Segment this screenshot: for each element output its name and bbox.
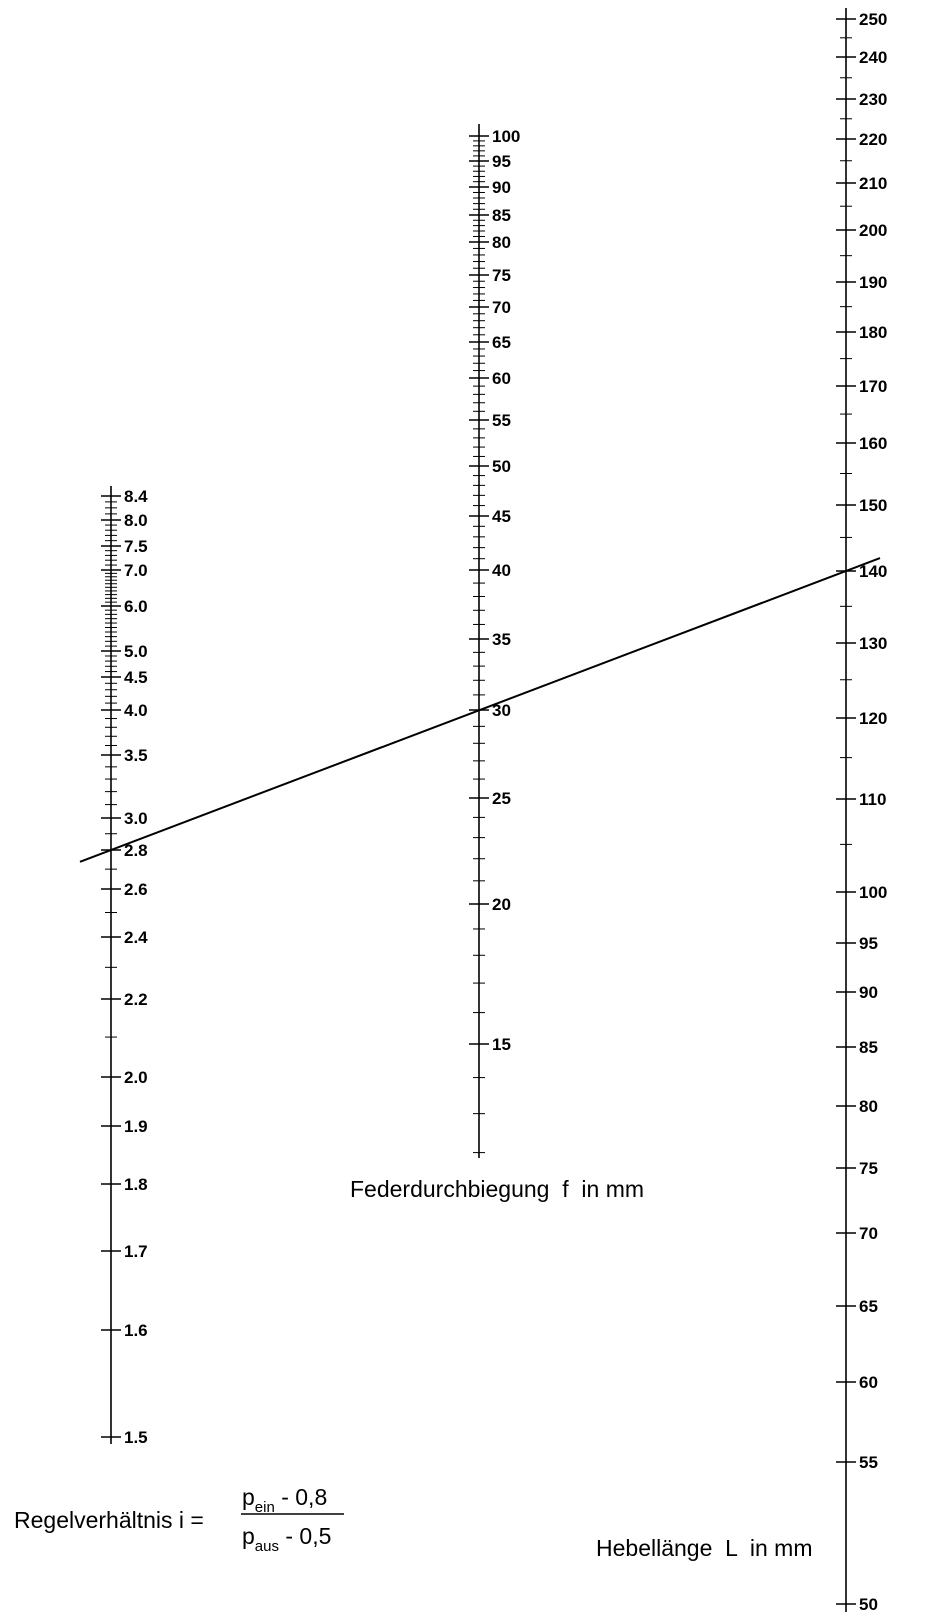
ratio-scale: 8.4 8.0 7.5 7.0 6.0 5.0 4.5 4.0 3.5 3.0 2.8 2.6 2.4 2… (101, 486, 148, 1447)
lever-tick-label: 160 (859, 434, 887, 453)
deflection-tick-label: 95 (492, 152, 511, 171)
ratio-formula-numerator: pein - 0,8 (242, 1484, 327, 1516)
ratio-tick-label: 7.0 (124, 561, 148, 580)
lever-tick-label: 95 (859, 934, 878, 953)
ratio-tick-label: 8.4 (124, 487, 148, 506)
lever-tick-label: 130 (859, 634, 887, 653)
lever-tick-label: 250 (859, 10, 887, 29)
deflection-scale: 100 95 90 85 80 75 70 65 60 55 50 45 40 35 30 25 20 15 (469, 124, 520, 1158)
ratio-tick-label: 7.5 (124, 537, 148, 556)
ratio-tick-label: 2.8 (124, 841, 148, 860)
lever-tick-label: 100 (859, 883, 887, 902)
lever-scale: 250 240 230 220 210 200 190 180 170 160 150 140 130 1… (836, 8, 887, 1614)
ratio-tick-label: 2.6 (124, 880, 148, 899)
lever-tick-label: 75 (859, 1159, 878, 1178)
example-isopleth-line (79, 557, 881, 863)
lever-tick-label: 180 (859, 323, 887, 342)
lever-tick-label: 120 (859, 709, 887, 728)
lever-tick-label: 190 (859, 273, 887, 292)
ratio-tick-label: 4.5 (124, 668, 148, 687)
lever-tick-label: 60 (859, 1373, 878, 1392)
deflection-tick-label: 25 (492, 789, 511, 808)
ratio-tick-label: 5.0 (124, 642, 148, 661)
deflection-tick-label: 90 (492, 178, 511, 197)
ratio-tick-label: 2.0 (124, 1068, 148, 1087)
lever-tick-label: 55 (859, 1453, 878, 1472)
lever-tick-label: 70 (859, 1224, 878, 1243)
lever-tick-label: 90 (859, 983, 878, 1002)
lever-tick-label: 220 (859, 130, 887, 149)
deflection-scale-caption: Federdurchbiegung f in mm (350, 1176, 644, 1202)
lever-tick-label: 200 (859, 221, 887, 240)
ratio-tick-label: 3.5 (124, 746, 148, 765)
ratio-tick-label: 8.0 (124, 511, 148, 530)
lever-tick-label: 80 (859, 1097, 878, 1116)
ratio-tick-label: 3.0 (124, 809, 148, 828)
lever-tick-label: 230 (859, 90, 887, 109)
ratio-tick-label: 1.6 (124, 1321, 148, 1340)
lever-tick-label: 50 (859, 1595, 878, 1614)
deflection-tick-label: 55 (492, 411, 511, 430)
lever-tick-label: 150 (859, 496, 887, 515)
ratio-tick-label: 2.4 (124, 928, 148, 947)
deflection-tick-label: 85 (492, 206, 511, 225)
deflection-tick-label: 75 (492, 266, 511, 285)
ratio-formula: Regelverhältnis i = pein - 0,8 paus - 0,… (14, 1484, 344, 1555)
deflection-tick-label: 20 (492, 895, 511, 914)
lever-tick-label: 170 (859, 377, 887, 396)
lever-tick-label: 65 (859, 1297, 878, 1316)
ratio-tick-label: 6.0 (124, 597, 148, 616)
deflection-tick-label: 50 (492, 457, 511, 476)
ratio-tick-label: 1.8 (124, 1175, 148, 1194)
lever-tick-label: 110 (859, 790, 886, 809)
ratio-tick-label: 1.7 (124, 1242, 148, 1261)
ratio-tick-label: 2.2 (124, 990, 148, 1009)
deflection-tick-label: 40 (492, 561, 511, 580)
deflection-tick-label: 45 (492, 507, 511, 526)
lever-tick-label: 210 (859, 174, 887, 193)
deflection-tick-label: 30 (492, 701, 511, 720)
deflection-tick-label: 15 (492, 1035, 511, 1054)
ratio-tick-label: 4.0 (124, 701, 148, 720)
deflection-tick-label: 65 (492, 333, 511, 352)
ratio-formula-denominator: paus - 0,5 (242, 1523, 331, 1555)
ratio-formula-prefix: Regelverhältnis i = (14, 1507, 204, 1533)
deflection-tick-label: 60 (492, 369, 511, 388)
lever-scale-caption: Hebellänge L in mm (596, 1535, 812, 1561)
lever-tick-label: 140 (859, 562, 887, 581)
deflection-tick-label: 70 (492, 298, 511, 317)
ratio-tick-label: 1.9 (124, 1117, 148, 1136)
ratio-tick-label: 1.5 (124, 1428, 148, 1447)
deflection-tick-label: 35 (492, 630, 511, 649)
deflection-tick-label: 100 (492, 127, 520, 146)
lever-tick-label: 85 (859, 1038, 878, 1057)
deflection-tick-label: 80 (492, 233, 511, 252)
lever-tick-label: 240 (859, 48, 887, 67)
